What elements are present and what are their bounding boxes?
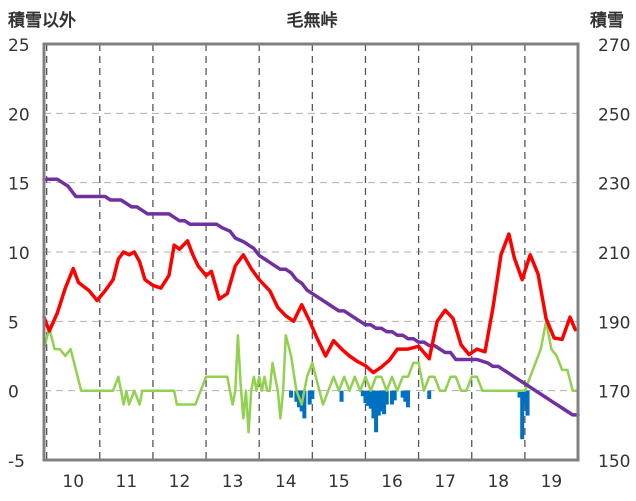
tick-layer: -5 0 5 10 15 20 25 150 170 190 210 230 250 270 10 11 12 1…: [8, 36, 630, 492]
right-axis-label: 積雪: [590, 10, 624, 31]
precip-bar: [427, 390, 432, 399]
plot-frame: [42, 42, 580, 462]
precip-bar: [368, 390, 373, 409]
left-tick-label: -5: [8, 452, 25, 472]
right-tick-label: 210: [598, 244, 630, 264]
left-tick-label: 25: [8, 36, 30, 56]
right-tick-label: 170: [598, 383, 630, 403]
left-tick-label: 10: [8, 244, 30, 264]
precip-bar: [520, 390, 525, 440]
right-tick-label: 250: [598, 105, 630, 125]
left-tick-label: 20: [8, 105, 30, 125]
precip-bar: [339, 390, 344, 402]
right-tick-label: 190: [598, 313, 630, 333]
line-layer: [42, 177, 580, 434]
x-tick-label: 16: [381, 472, 403, 492]
x-tick-label: 17: [434, 472, 456, 492]
precip-bar: [302, 390, 307, 419]
precip-bar: [363, 390, 368, 404]
left-tick-label: 0: [8, 383, 19, 403]
series-red-line: [42, 232, 578, 375]
precip-bar: [400, 390, 405, 398]
right-tick-label: 230: [598, 175, 630, 195]
precip-bar: [307, 390, 312, 405]
right-tick-label: 270: [598, 36, 630, 56]
precip-bar: [522, 390, 527, 405]
precip-bar: [289, 390, 294, 398]
chart-title: 毛無峠: [287, 10, 338, 31]
precip-bar: [294, 390, 299, 402]
series-green-line: [42, 320, 580, 434]
precip-bar: [392, 390, 397, 401]
precip-bar: [517, 390, 522, 398]
precip-bar: [371, 390, 376, 419]
series-purple-line: [42, 177, 580, 417]
left-tick-label: 15: [8, 175, 30, 195]
precip-bar: [360, 390, 365, 397]
precip-bar: [379, 390, 384, 412]
x-tick-label: 18: [487, 472, 509, 492]
precip-bar: [366, 390, 371, 406]
precip-bar: [376, 390, 381, 416]
precip-bar: [403, 390, 408, 402]
x-tick-label: 19: [541, 472, 563, 492]
precip-bar: [374, 390, 379, 433]
precip-bar: [384, 390, 389, 405]
x-tick-label: 11: [116, 472, 138, 492]
right-tick-label: 150: [598, 452, 630, 472]
precip-bar: [405, 390, 410, 408]
precip-bar: [525, 390, 530, 416]
x-tick-label: 15: [328, 472, 350, 492]
left-axis-label: 積雪以外: [8, 10, 76, 31]
x-tick-label: 10: [62, 472, 84, 492]
precip-bar: [382, 390, 387, 415]
precip-bar: [310, 390, 315, 399]
precip-bar: [390, 390, 395, 405]
left-tick-label: 5: [8, 313, 19, 333]
bar-layer: [289, 390, 530, 440]
x-tick-label: 12: [169, 472, 191, 492]
x-tick-label: 14: [275, 472, 297, 492]
x-tick-label: 13: [222, 472, 244, 492]
